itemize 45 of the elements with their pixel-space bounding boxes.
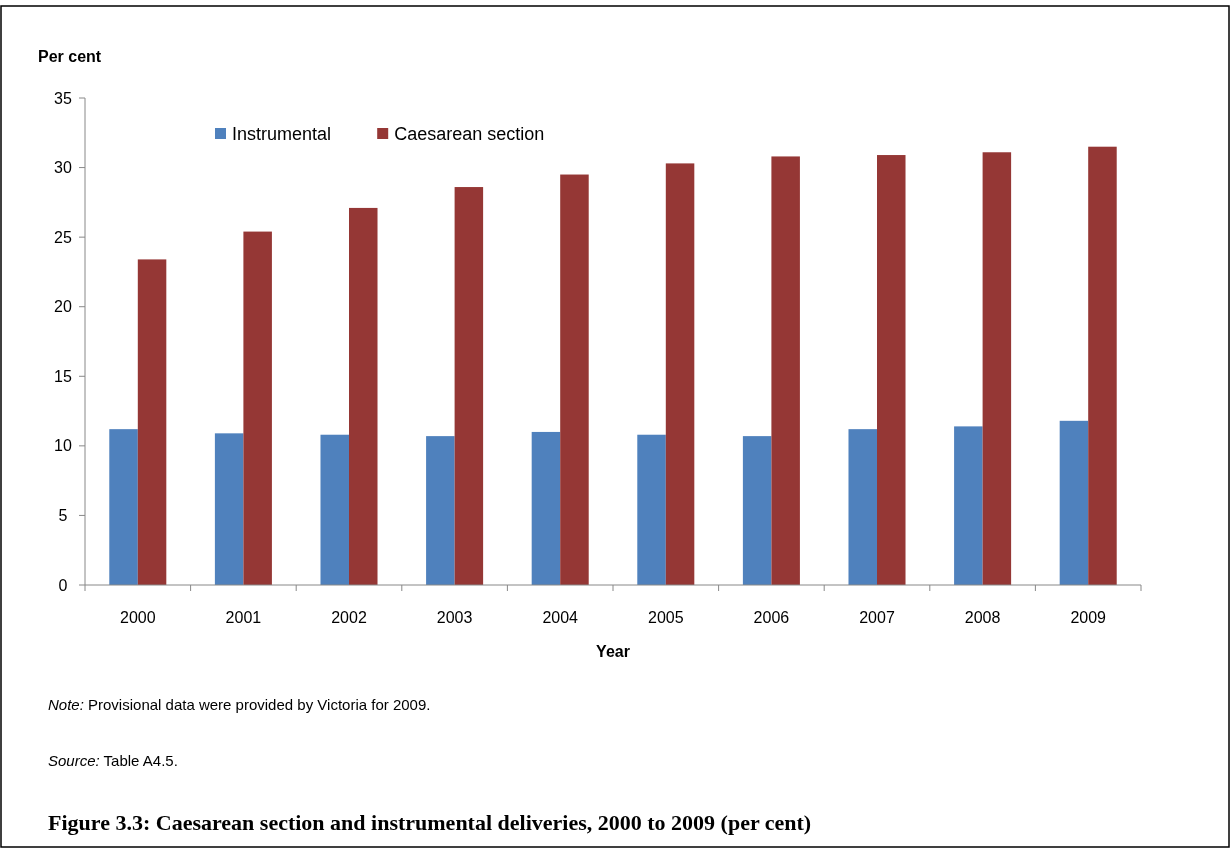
bar	[1059, 420, 1089, 585]
bar	[1088, 146, 1117, 585]
y-tick-label: 15	[54, 367, 72, 385]
x-tick-label: 2002	[331, 609, 367, 626]
y-tick-label: 0	[58, 576, 68, 594]
legend-label: Instrumental	[232, 124, 332, 145]
x-tick-label: 2007	[859, 609, 895, 626]
x-tick-label: 2005	[648, 609, 684, 626]
x-axis-title: Year	[596, 643, 630, 660]
y-axis-title: Per cent	[38, 48, 102, 65]
x-tick-label: 2000	[120, 609, 156, 626]
x-tick-label: 2001	[225, 609, 262, 626]
bar	[771, 156, 800, 585]
bar	[243, 231, 272, 585]
bar	[848, 429, 877, 585]
y-tick-label: 35	[54, 89, 72, 107]
bar	[982, 152, 1012, 585]
x-tick-label: 2009	[1070, 609, 1107, 626]
bar	[349, 207, 378, 585]
bar	[320, 434, 349, 585]
bar	[426, 436, 455, 585]
bar	[637, 434, 666, 585]
legend-label: Caesarean section	[394, 124, 545, 145]
y-tick-label: 10	[54, 437, 72, 455]
bar	[137, 259, 167, 585]
bar	[877, 155, 906, 585]
bar	[954, 426, 983, 585]
y-tick-label: 25	[54, 228, 72, 246]
source-note: Source: Table A4.5.	[48, 752, 178, 769]
bar	[665, 163, 695, 585]
bar	[454, 187, 484, 585]
bar	[742, 436, 772, 585]
y-tick-label: 30	[54, 159, 72, 177]
bar	[214, 433, 244, 585]
y-tick-label: 5	[58, 507, 68, 525]
text: Note: Provisional data were provided by Victoria for 2009.	[48, 696, 431, 713]
bar	[560, 174, 589, 585]
x-tick-label: 2008	[964, 609, 1001, 626]
bar	[531, 431, 561, 585]
y-tick-label: 20	[54, 298, 72, 316]
x-tick-label: 2004	[542, 609, 579, 626]
text: Figure 3.3: Caesarean section and instrumental deliveries, 2000 to 2009 (per cent)	[48, 810, 812, 835]
x-tick-label: 2003	[436, 609, 473, 626]
bar	[109, 429, 138, 585]
x-tick-label: 2006	[753, 609, 790, 626]
